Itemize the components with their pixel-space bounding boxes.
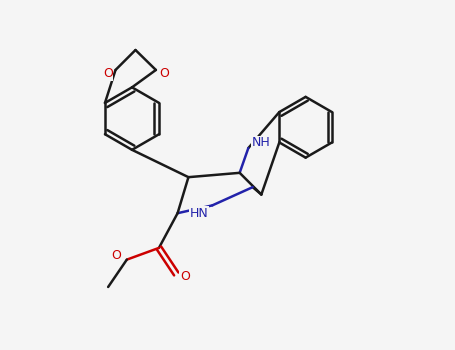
Text: O: O [111,249,121,262]
Text: NH: NH [252,136,271,149]
Text: O: O [180,270,190,283]
Text: O: O [103,67,113,80]
Text: HN: HN [190,207,209,220]
Text: O: O [159,67,169,80]
